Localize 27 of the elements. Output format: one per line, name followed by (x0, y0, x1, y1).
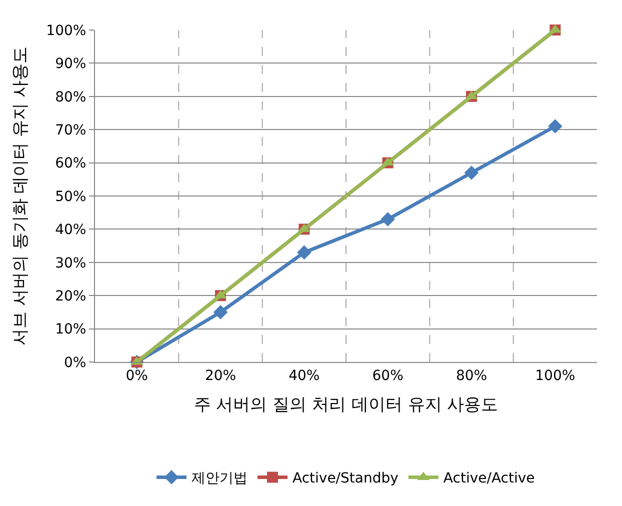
x-tick-label: 20% (204, 368, 236, 384)
point (297, 245, 312, 260)
y-tick-label: 50% (55, 188, 86, 205)
y-tick-label: 100% (46, 22, 86, 39)
y-tick-label: 70% (55, 122, 86, 138)
y-tick-label: 20% (55, 288, 86, 304)
x-tick-label: 0% (126, 368, 148, 384)
x-tick-label: 100% (535, 368, 576, 384)
y-axis-title: 서브 서버의 동기화 데이터 유지 사용도 (10, 46, 31, 346)
point (548, 119, 562, 134)
x-tick-label: 40% (288, 368, 320, 384)
y-tick-label: 90% (55, 56, 86, 72)
legend-label: 제안기법 (192, 470, 248, 487)
x-tick-label: 60% (372, 368, 404, 384)
point (464, 166, 479, 180)
legend-label: Active/Standby (292, 470, 398, 487)
y-tick-label: 40% (55, 222, 86, 238)
y-tick-label: 60% (55, 156, 86, 172)
legend-label: Active/Active (443, 470, 535, 487)
point (380, 212, 395, 226)
y-tick-label: 10% (55, 322, 86, 338)
y-tick-label: 30% (55, 255, 86, 272)
x-tick-label: 80% (456, 368, 488, 384)
y-tick-label: 0% (64, 354, 86, 371)
x-axis-title: 주 서버의 질의 처리 데이터 유지 사용도 (194, 395, 498, 416)
point (213, 305, 228, 320)
y-tick-label: 80% (55, 89, 86, 106)
